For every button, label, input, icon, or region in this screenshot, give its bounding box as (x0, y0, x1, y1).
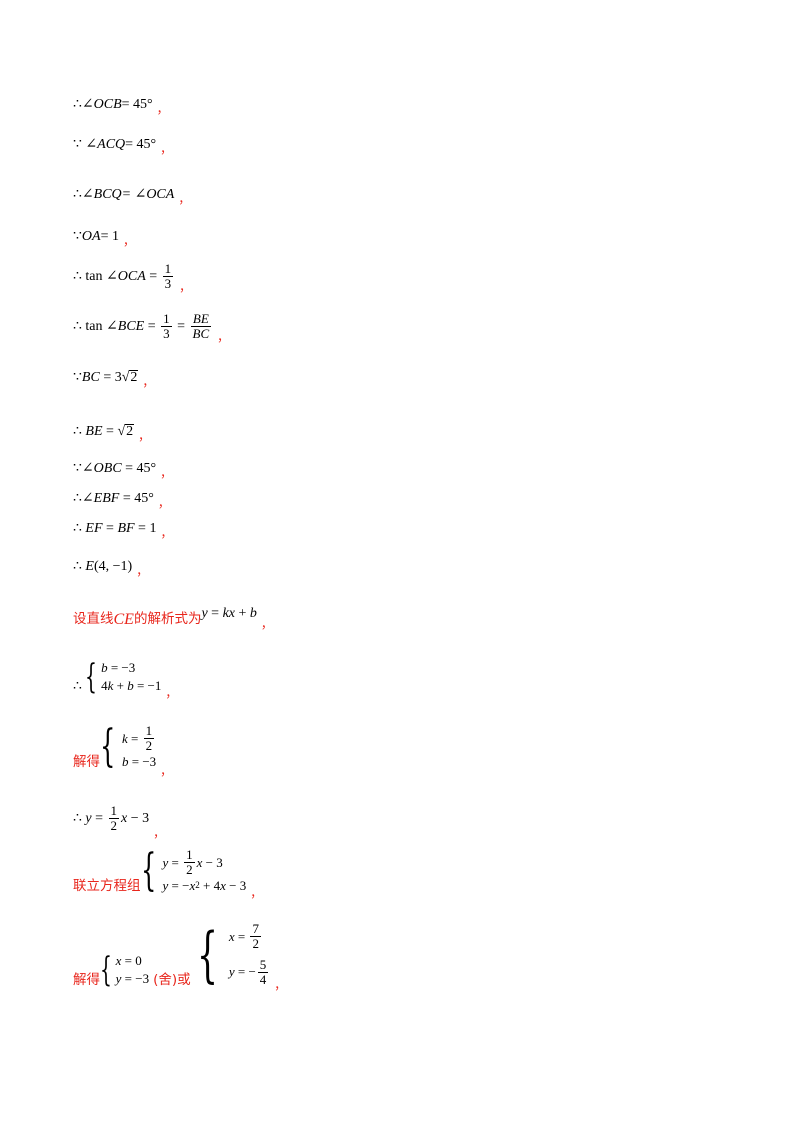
step-point-e: ∴ E (4, −1)， (73, 559, 149, 578)
step-angle-bcq: ∴∠ BCQ = ∠OCA， (73, 187, 191, 206)
step-angle-ebf: ∴ ∠ EBF = 45°， (73, 491, 170, 510)
step-angle-ocb: ∴∠ OCB = 45°， (73, 97, 169, 116)
step-oa: ∵ OA = 1， (73, 229, 136, 248)
step-ef-bf: ∴ EF = BF = 1， (73, 521, 173, 540)
step-line-ce: 设直线 CE 的解析式为 y = kx + b ， (73, 606, 273, 631)
equation-system: { x = 0 y = −3 (100, 950, 150, 991)
step-bc: ∵ BC = 3 √ 2 ， (73, 369, 155, 389)
step-be: ∴ BE = √ 2 ， (73, 423, 151, 443)
step-angle-acq: ∵ ∠ ACQ = 45°， (73, 137, 173, 156)
step-angle-obc: ∵ ∠ OBC = 45°， (73, 461, 173, 480)
